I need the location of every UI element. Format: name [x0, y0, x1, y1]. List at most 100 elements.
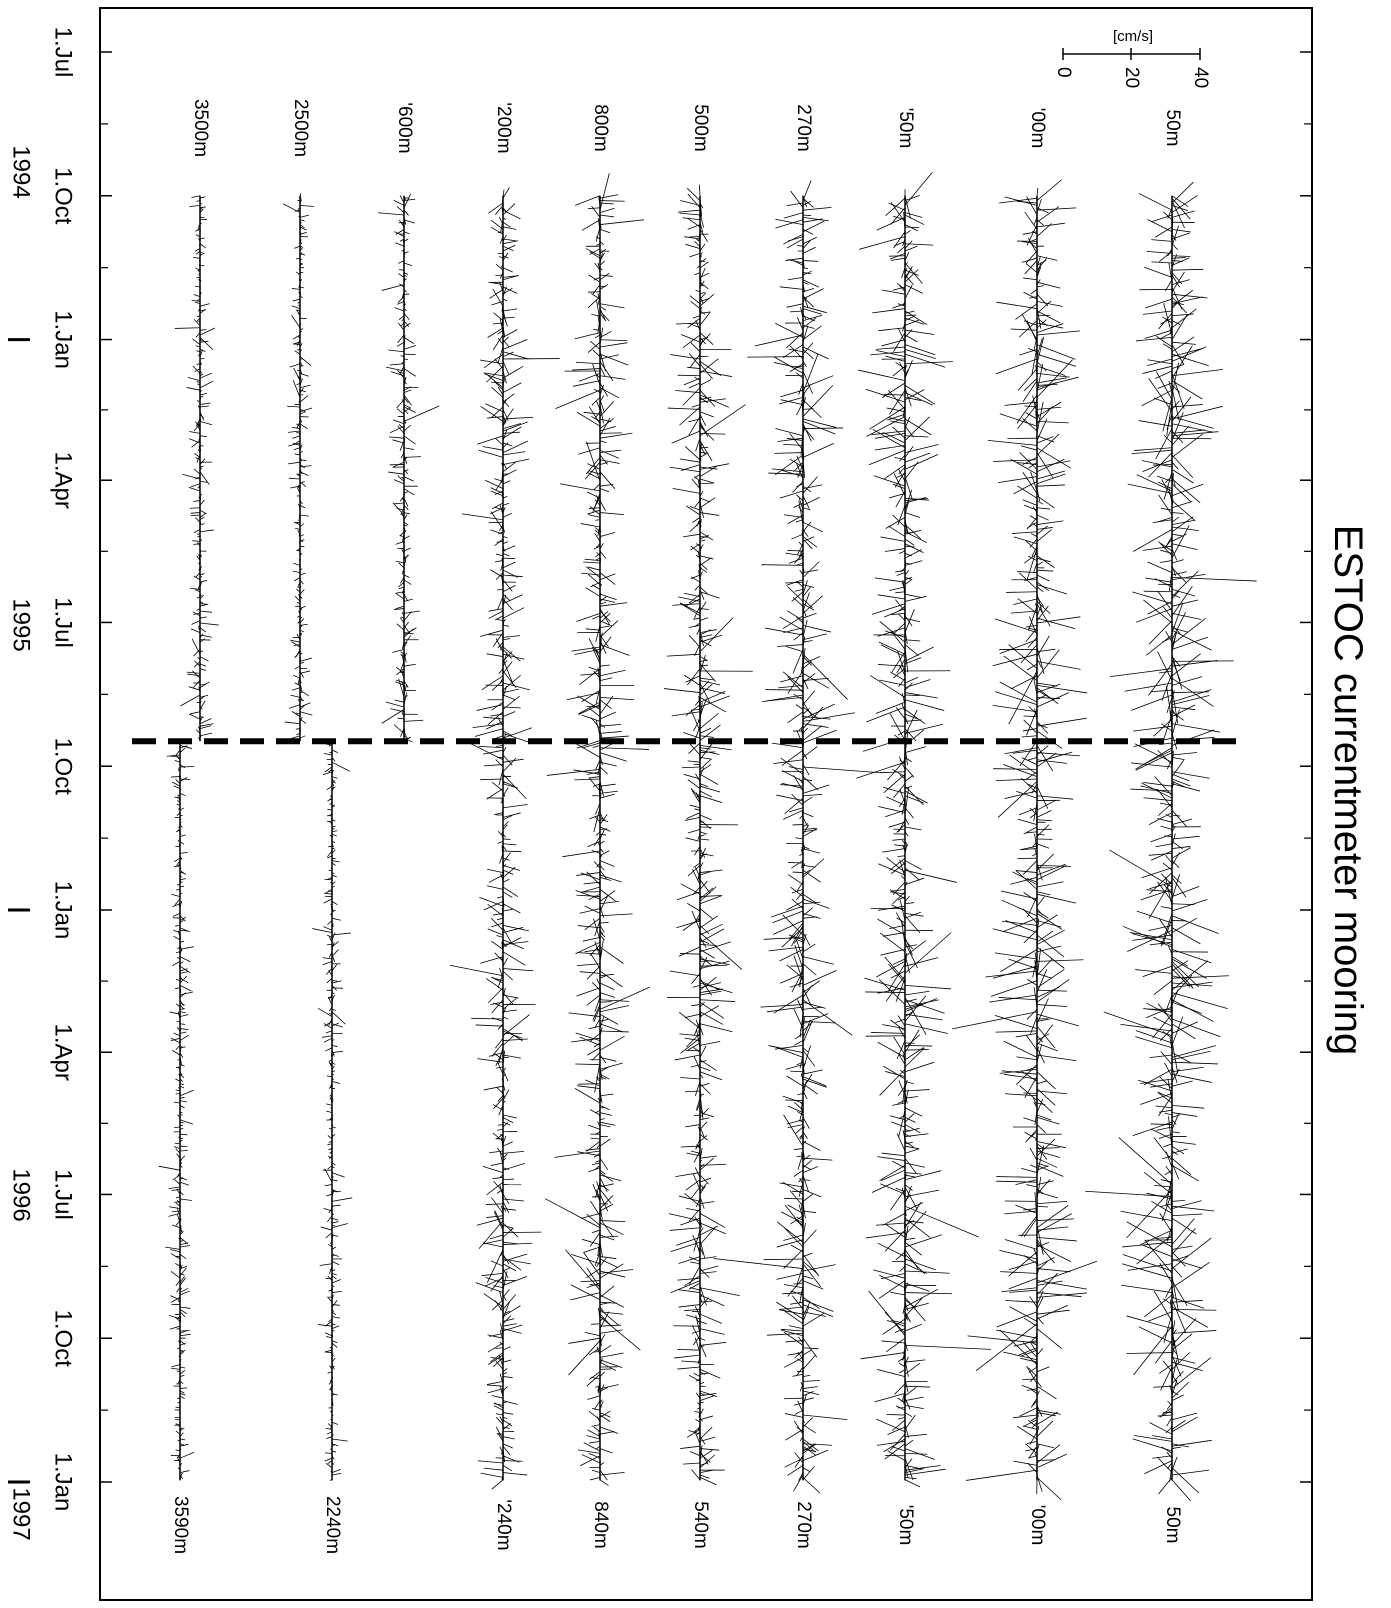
current-stick: [485, 479, 504, 489]
current-stick: [198, 737, 201, 741]
current-stick: [599, 1220, 626, 1223]
current-stick: [1036, 1165, 1049, 1171]
current-stick: [1143, 1008, 1173, 1013]
current-stick: [691, 1325, 701, 1341]
current-stick: [199, 389, 202, 393]
current-stick: [796, 580, 804, 588]
current-stick: [904, 1458, 914, 1481]
current-stick: [496, 1087, 504, 1094]
current-stick: [699, 633, 701, 650]
current-stick: [502, 695, 520, 710]
current-stick: [399, 238, 405, 242]
current-stick: [177, 838, 181, 842]
current-stick: [904, 512, 921, 518]
current-stick: [587, 1047, 601, 1056]
current-stick: [699, 790, 713, 798]
current-stick: [802, 287, 815, 293]
current-stick: [329, 802, 333, 805]
current-stick: [1018, 1347, 1038, 1356]
current-stick: [175, 951, 181, 954]
current-stick: [599, 1138, 611, 1147]
current-stick: [582, 1238, 601, 1245]
current-stick: [904, 867, 920, 881]
current-stick: [502, 987, 506, 998]
current-stick: [597, 1416, 601, 1423]
current-stick: [1036, 433, 1060, 456]
current-stick: [1171, 1354, 1182, 1377]
current-stick: [878, 979, 906, 1005]
current-stick: [904, 1089, 909, 1106]
current-stick: [331, 862, 336, 866]
current-stick: [495, 618, 504, 621]
current-stick: [802, 1193, 814, 1202]
current-stick: [502, 1073, 507, 1077]
current-stick: [331, 1061, 336, 1065]
current-stick: [1171, 899, 1208, 912]
current-stick: [331, 1223, 348, 1229]
current-stick: [199, 447, 202, 452]
current-stick: [328, 969, 333, 976]
current-stick: [299, 464, 306, 469]
current-stick: [502, 1135, 507, 1144]
current-stick: [577, 1085, 601, 1089]
current-stick: [788, 557, 804, 564]
current-stick: [1036, 1444, 1061, 1464]
current-stick: [1158, 313, 1173, 330]
current-stick: [663, 688, 701, 693]
current-stick: [493, 1211, 504, 1231]
current-stick: [901, 920, 906, 945]
current-stick: [327, 1460, 333, 1464]
current-stick: [298, 541, 301, 544]
current-stick: [1171, 956, 1188, 967]
current-stick: [699, 466, 718, 470]
current-stick: [597, 315, 601, 328]
current-stick: [331, 1221, 339, 1224]
current-stick: [588, 566, 601, 571]
current-stick: [1026, 978, 1038, 986]
current-stick: [699, 1372, 709, 1375]
current-stick: [331, 1354, 334, 1358]
current-stick: [786, 964, 804, 979]
current-stick: [199, 553, 203, 558]
current-stick: [182, 473, 201, 480]
current-stick: [681, 766, 701, 769]
current-stick: [599, 1311, 624, 1315]
current-stick: [802, 1419, 805, 1423]
current-stick: [1036, 1477, 1062, 1501]
current-stick: [1171, 759, 1185, 777]
current-stick: [794, 1452, 804, 1464]
current-stick: [678, 1011, 701, 1029]
current-stick: [782, 914, 804, 936]
current-stick: [589, 1033, 601, 1042]
current-stick: [497, 386, 504, 396]
current-stick: [1036, 1268, 1071, 1273]
tick-label: 1.Jan: [50, 310, 77, 369]
current-stick: [1036, 520, 1064, 525]
current-stick: [502, 781, 516, 788]
current-stick: [1133, 1325, 1173, 1376]
current-stick: [199, 566, 202, 571]
current-stick: [331, 1234, 334, 1240]
current-stick: [487, 1342, 504, 1353]
current-stick: [1150, 833, 1173, 843]
current-stick: [299, 699, 305, 701]
current-stick: [1158, 670, 1173, 674]
current-stick: [1171, 387, 1180, 421]
current-stick: [780, 399, 804, 405]
current-stick: [904, 881, 908, 888]
current-stick: [299, 232, 307, 235]
current-stick: [326, 1335, 333, 1339]
current-stick: [1024, 539, 1038, 552]
current-stick: [802, 1229, 817, 1245]
current-stick: [1036, 745, 1054, 772]
current-stick: [680, 1145, 701, 1148]
current-stick: [1147, 358, 1173, 367]
current-stick: [904, 1424, 910, 1438]
current-stick: [787, 1465, 804, 1476]
current-stick: [1171, 835, 1200, 840]
current-stick: [593, 807, 601, 833]
current-stick: [325, 1349, 333, 1353]
current-stick: [599, 532, 616, 537]
current-stick: [1171, 999, 1214, 1022]
current-stick: [699, 958, 730, 965]
